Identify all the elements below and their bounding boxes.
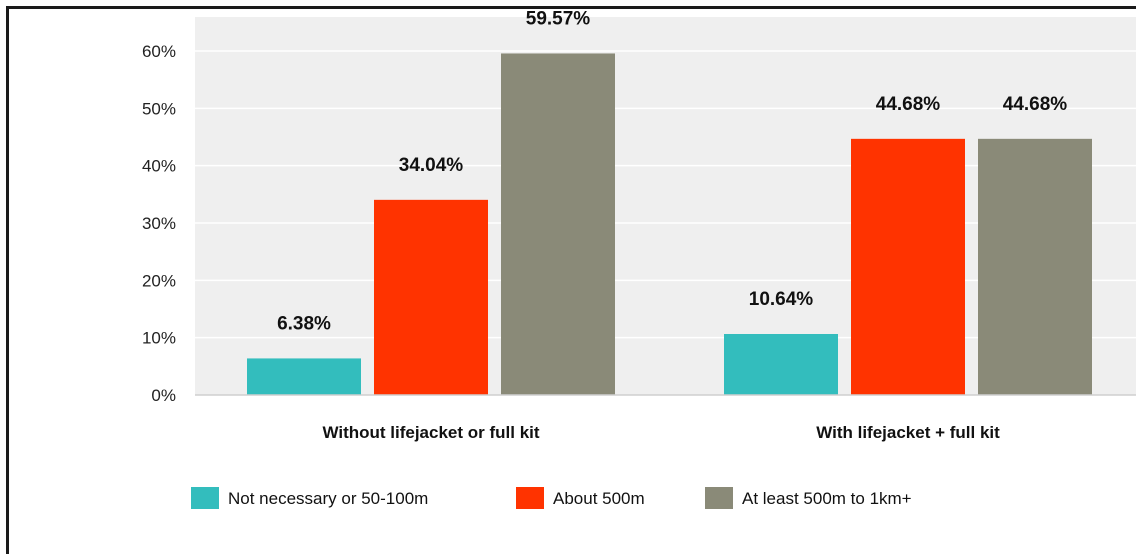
bar [851,138,965,396]
bars [247,53,1092,396]
y-tick-label: 20% [142,271,176,290]
legend: Not necessary or 50-100m About 500m At lea… [191,487,912,509]
legend-label: At least 500m to 1km+ [742,489,912,508]
bar [374,199,488,395]
legend-swatch [191,487,219,509]
legend-swatch [705,487,733,509]
y-tick-label: 30% [142,214,176,233]
data-label: 44.68% [1003,94,1068,115]
y-tick-label: 0% [151,386,176,405]
y-tick-label: 50% [142,99,176,118]
data-label: 59.57% [526,8,591,29]
x-category-label: Without lifejacket or full kit [322,423,539,442]
legend-label: Not necessary or 50-100m [228,489,428,508]
bar [978,138,1092,396]
data-label: 10.64% [749,289,814,310]
y-tick-label: 60% [142,42,176,61]
legend-label: About 500m [553,489,645,508]
bar [247,358,361,395]
y-tick-label: 10% [142,329,176,348]
legend-swatch [516,487,544,509]
data-label: 34.04% [399,155,464,176]
data-label: 6.38% [277,313,331,334]
bar [501,53,615,395]
data-labels: 6.38% 34.04% 59.57% 10.64% 44.68% 44.68% [277,8,1067,334]
x-category-label: With lifejacket + full kit [816,423,1000,442]
axes: 0% 10% 20% 30% 40% 50% 60% Without lifejacket o… [142,42,1136,442]
bar [724,333,838,395]
data-label: 44.68% [876,94,941,115]
y-tick-label: 40% [142,157,176,176]
